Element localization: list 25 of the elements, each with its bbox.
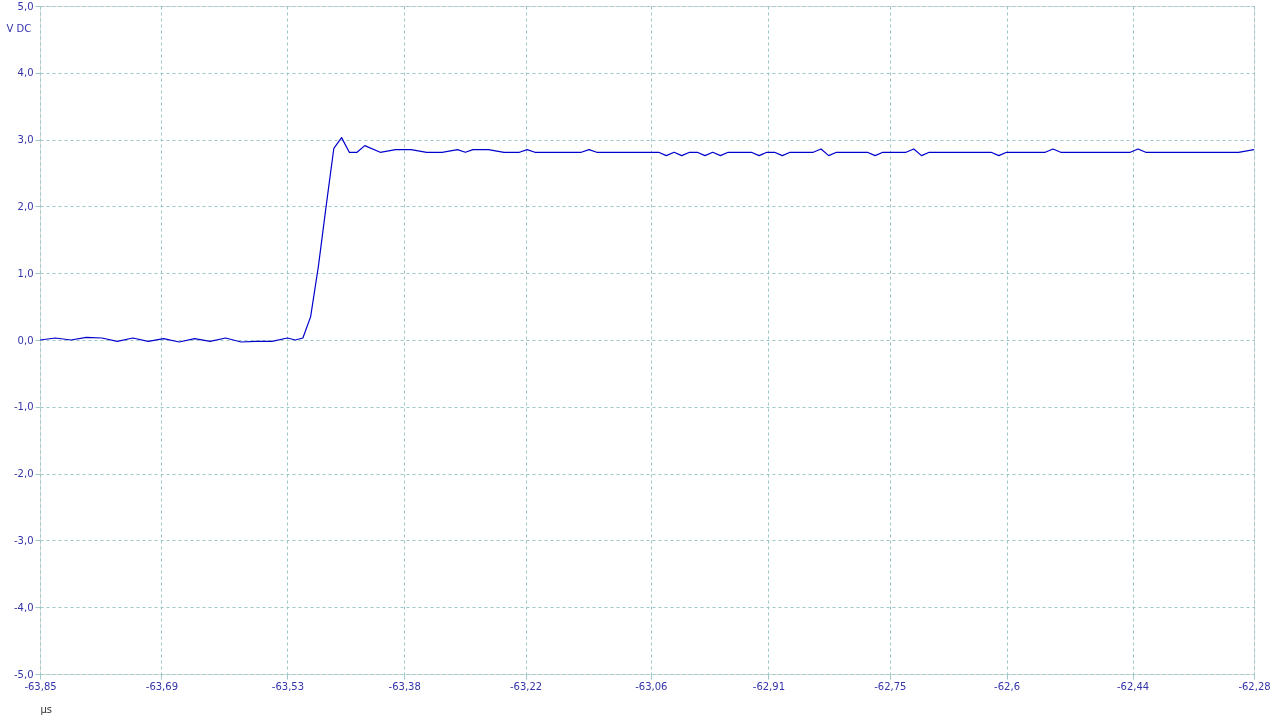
y-tick-label: -5,0 — [13, 668, 34, 680]
y-tick-label: -3,0 — [13, 534, 34, 546]
x-tick-label: -63,06 — [635, 680, 668, 692]
y-tick-label: 2,0 — [17, 200, 34, 212]
x-tick-label: -62,75 — [874, 680, 907, 692]
x-tick-label: -63,38 — [388, 680, 421, 692]
x-tick-label: -63,69 — [145, 680, 179, 692]
y-tick-label: 4,0 — [17, 67, 34, 79]
x-tick-label: -62,44 — [1116, 680, 1150, 692]
x-tick-label: -63,53 — [271, 680, 305, 692]
x-tick-label: -63,22 — [509, 680, 543, 692]
y-tick-label: 0,0 — [17, 334, 34, 346]
line-series — [40, 137, 1254, 343]
y-tick-label: -1,0 — [13, 401, 34, 413]
y-axis-title: V DC — [6, 22, 32, 34]
x-tick-label: -62,28 — [1238, 680, 1271, 692]
y-tick-label: 3,0 — [17, 134, 34, 146]
x-axis-title: µs — [40, 703, 53, 715]
x-tick-label: -62,91 — [752, 680, 786, 692]
y-tick-label: -2,0 — [13, 468, 34, 480]
y-tick-label: 5,0 — [17, 0, 34, 12]
x-tick-label: -63,85 — [24, 680, 57, 692]
x-tick-label: -62,6 — [994, 680, 1020, 692]
y-tick-label: -4,0 — [13, 601, 34, 613]
y-tick-label: 1,0 — [17, 267, 34, 279]
